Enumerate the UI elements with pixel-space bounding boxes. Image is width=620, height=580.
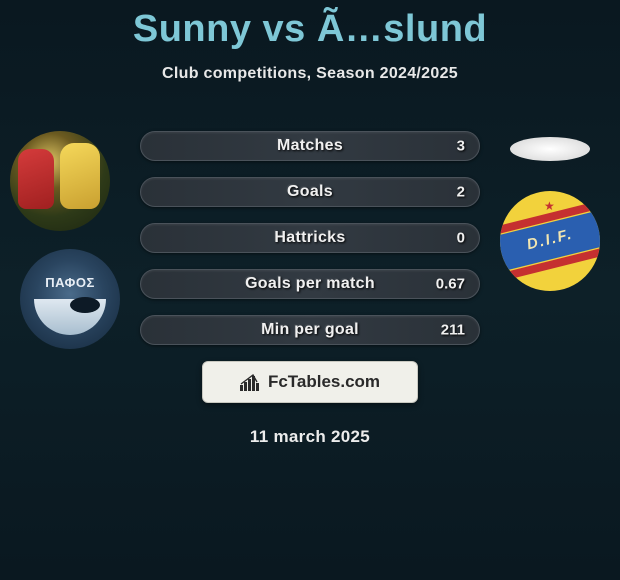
player-left-photo xyxy=(10,131,110,231)
stat-value: 2 xyxy=(457,184,465,201)
brand-badge[interactable]: FcTables.com xyxy=(202,361,418,403)
stat-label: Hattricks xyxy=(141,229,479,247)
comparison-area: ΠΑΦΟΣ ★ D.I.F. Matches 3 Goals 2 Hattric… xyxy=(0,111,620,361)
club-left-badge-text: ΠΑΦΟΣ xyxy=(45,275,95,290)
club-left-badge-swoosh xyxy=(34,299,106,335)
season-subtitle: Club competitions, Season 2024/2025 xyxy=(0,65,620,83)
stat-value: 0.67 xyxy=(436,276,465,293)
stat-label: Goals per match xyxy=(141,275,479,293)
stats-list: Matches 3 Goals 2 Hattricks 0 Goals per … xyxy=(140,131,480,361)
player-right-photo xyxy=(510,137,590,161)
stat-row: Goals per match 0.67 xyxy=(140,269,480,299)
stat-value: 3 xyxy=(457,138,465,155)
stat-row: Goals 2 xyxy=(140,177,480,207)
page-title: Sunny vs Ã…slund xyxy=(0,0,620,51)
stat-row: Matches 3 xyxy=(140,131,480,161)
brand-bars-icon xyxy=(240,373,262,391)
brand-text: FcTables.com xyxy=(268,372,380,392)
stat-value: 211 xyxy=(441,322,465,339)
stat-label: Min per goal xyxy=(141,321,479,339)
stat-label: Matches xyxy=(141,137,479,155)
generated-date: 11 march 2025 xyxy=(0,427,620,447)
stat-value: 0 xyxy=(457,230,465,247)
stat-row: Min per goal 211 xyxy=(140,315,480,345)
stat-label: Goals xyxy=(141,183,479,201)
stat-row: Hattricks 0 xyxy=(140,223,480,253)
club-left-badge: ΠΑΦΟΣ xyxy=(20,249,120,349)
club-right-badge: ★ D.I.F. xyxy=(500,191,600,291)
